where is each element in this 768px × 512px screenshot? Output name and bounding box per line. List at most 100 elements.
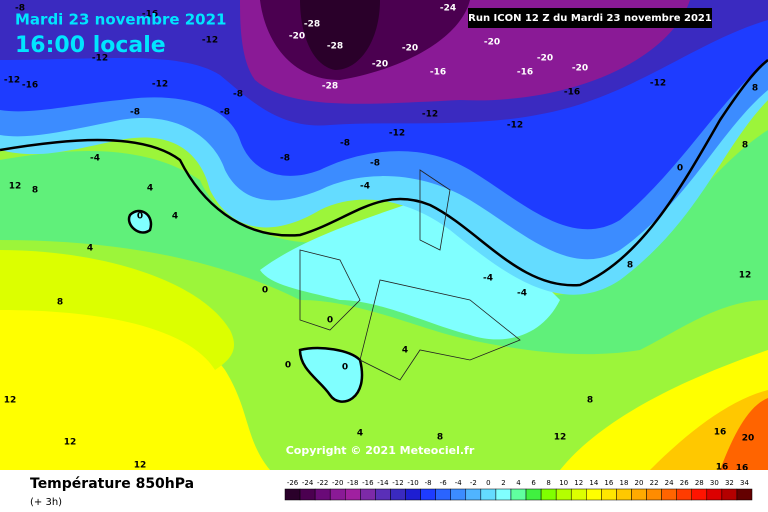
contour-label: -24 bbox=[440, 4, 456, 14]
colorbar-swatch bbox=[646, 488, 662, 501]
contour-label: 16 bbox=[736, 464, 749, 474]
colorbar-label: 14 bbox=[589, 479, 598, 487]
colorbar-label: -24 bbox=[302, 479, 314, 487]
colorbar-label: -8 bbox=[425, 479, 432, 487]
colorbar-label: -12 bbox=[392, 479, 403, 487]
contour-label: 4 bbox=[147, 184, 153, 194]
contour-label: -4 bbox=[90, 154, 100, 164]
contour-label: 0 bbox=[137, 212, 143, 222]
contour-labels: -8-16-12-12-12 -16 -12-8-8 -8-28-28-28-20-2… bbox=[4, 4, 758, 474]
colorbar-swatch bbox=[631, 488, 647, 501]
contour-label: 0 bbox=[342, 363, 348, 373]
contour-label: 16 bbox=[714, 428, 727, 438]
colorbar-swatch bbox=[329, 488, 346, 501]
contour-label: 8 bbox=[437, 433, 443, 443]
contour-label: -12 bbox=[507, 121, 523, 131]
colorbar-label: -16 bbox=[362, 479, 374, 487]
colorbar-label: -22 bbox=[317, 479, 328, 487]
colorbar-swatch bbox=[691, 488, 708, 501]
colorbar-label: -10 bbox=[407, 479, 418, 487]
contour-label: 8 bbox=[32, 186, 38, 196]
colorbar-swatch bbox=[736, 488, 753, 501]
colorbar-label: -14 bbox=[377, 479, 389, 487]
contour-label: -16 bbox=[22, 81, 38, 91]
colorbar-swatch bbox=[510, 488, 527, 501]
colorbar-swatch bbox=[284, 488, 301, 501]
contour-label: -8 bbox=[233, 90, 243, 100]
colorbar-label: 18 bbox=[619, 479, 628, 487]
footer-lead: (+ 3h) bbox=[30, 497, 62, 508]
contour-label: 8 bbox=[587, 396, 593, 406]
colorbar-label: 28 bbox=[695, 479, 704, 487]
contour-label: 0 bbox=[677, 164, 683, 174]
colorbar-label: 6 bbox=[531, 479, 536, 487]
contour-label: 4 bbox=[402, 346, 408, 356]
colorbar-swatch bbox=[390, 488, 406, 501]
contour-label: 0 bbox=[285, 361, 291, 371]
colorbar-label: 8 bbox=[546, 479, 550, 487]
contour-label: 4 bbox=[357, 429, 363, 439]
colorbar-swatch bbox=[676, 488, 692, 501]
contour-label: -12 bbox=[92, 54, 108, 64]
contour-label: -4 bbox=[517, 289, 527, 299]
contour-label: -28 bbox=[327, 42, 343, 52]
contour-label: 12 bbox=[4, 396, 17, 406]
contour-label: 12 bbox=[739, 271, 752, 281]
contour-label: -12 bbox=[202, 36, 218, 46]
colorbar-label: 20 bbox=[635, 479, 644, 487]
contour-label: 12 bbox=[554, 433, 567, 443]
colorbar-swatch bbox=[345, 488, 361, 501]
colorbar-swatch bbox=[540, 488, 557, 501]
contour-label: -20 bbox=[289, 32, 305, 42]
colorbar-label: 22 bbox=[650, 479, 659, 487]
contour-label: 12 bbox=[134, 461, 147, 471]
date: Mardi 23 novembre 2021 bbox=[15, 11, 227, 29]
contour-label: 8 bbox=[627, 261, 633, 271]
contour-label: -20 bbox=[372, 60, 388, 70]
contour-label: -8 bbox=[280, 154, 290, 164]
map bbox=[0, 0, 768, 470]
colorbar-label: -2 bbox=[470, 479, 477, 487]
colorbar-label: 34 bbox=[740, 479, 749, 487]
contour-label: 16 bbox=[716, 463, 729, 473]
contour-label: -12 bbox=[389, 129, 405, 139]
colorbar-swatch bbox=[586, 488, 602, 501]
contour-label: 8 bbox=[57, 298, 63, 308]
contour-label: -20 bbox=[537, 54, 553, 64]
colorbar-label: -26 bbox=[287, 479, 299, 487]
contour-label: -16 bbox=[430, 68, 446, 78]
time: 16:00 locale bbox=[15, 33, 166, 58]
contour-label: -4 bbox=[483, 274, 493, 284]
colorbar-label: 24 bbox=[665, 479, 674, 487]
colorbar-swatch bbox=[450, 488, 467, 501]
colorbar-swatch bbox=[601, 488, 617, 501]
colorbar-label: 26 bbox=[680, 479, 689, 487]
colorbar-swatch bbox=[616, 488, 632, 501]
colorbar-label: 0 bbox=[486, 479, 490, 487]
colorbar-swatch bbox=[495, 488, 512, 501]
colorbar-label: 10 bbox=[559, 479, 568, 487]
contour-label: -28 bbox=[322, 82, 338, 92]
contour-label: 12 bbox=[64, 438, 77, 448]
colorbar-label: 4 bbox=[516, 479, 521, 487]
contour-label: -8 bbox=[15, 4, 25, 14]
contour-label: -12 bbox=[422, 110, 438, 120]
footer-title: Température 850hPa bbox=[30, 476, 194, 492]
colorbar-label: 16 bbox=[604, 479, 613, 487]
colorbar-swatch bbox=[299, 488, 316, 501]
contour-label: 0 bbox=[262, 286, 268, 296]
colorbar-swatch bbox=[661, 488, 677, 501]
run: Run ICON 12 Z du Mardi 23 novembre 2021 bbox=[468, 13, 712, 24]
colorbar-label: -20 bbox=[332, 479, 343, 487]
colorbar-swatch bbox=[465, 488, 482, 501]
colorbar-swatch bbox=[525, 488, 542, 501]
contour-label: 12 bbox=[9, 182, 22, 192]
contour-label: -16 bbox=[517, 68, 533, 78]
contour-label: 20 bbox=[742, 434, 755, 444]
colorbar-swatch bbox=[420, 488, 436, 501]
run-box bbox=[468, 8, 712, 28]
contour-label: -8 bbox=[340, 139, 350, 149]
contour-label: -16 bbox=[564, 88, 580, 98]
contour-label: 4 bbox=[172, 212, 178, 222]
